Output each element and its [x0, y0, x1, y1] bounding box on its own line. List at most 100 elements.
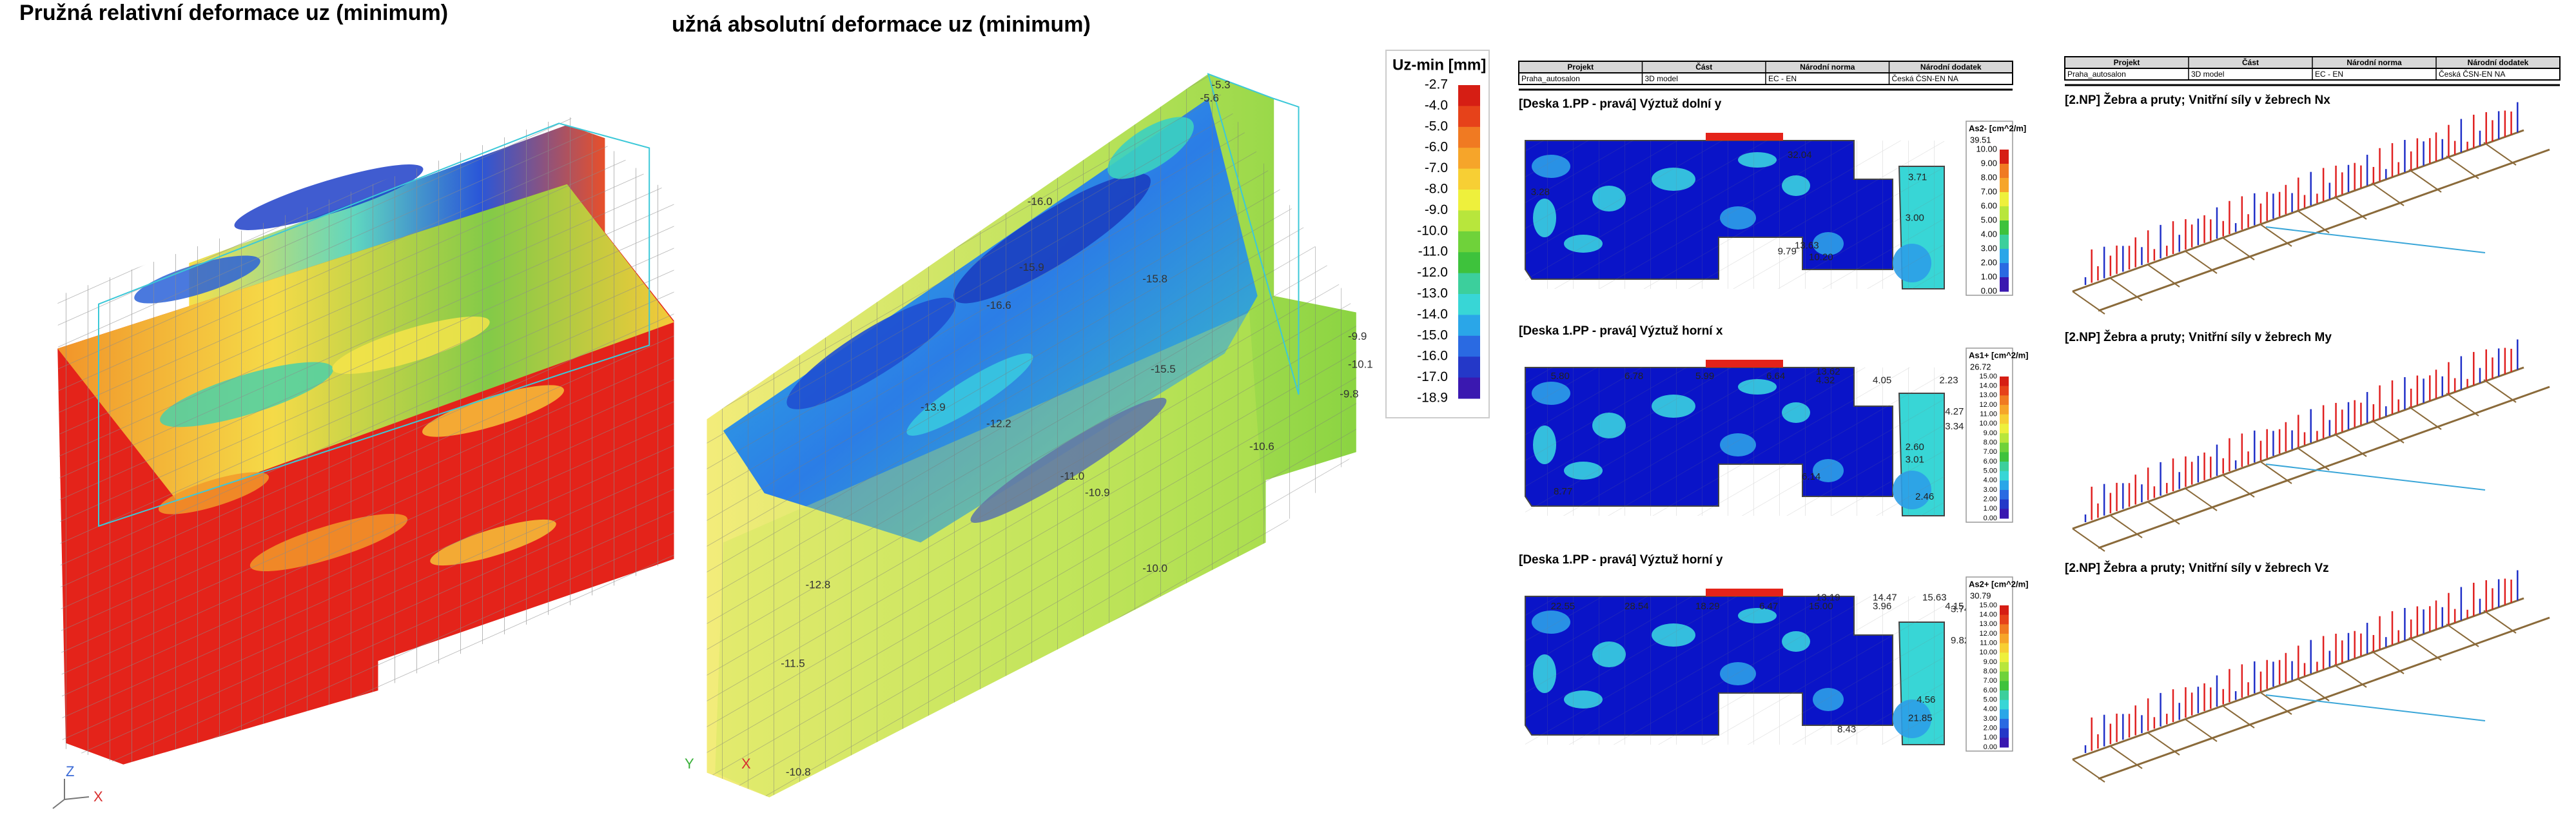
rib-member [2334, 433, 2367, 457]
plot-legend-swatch [2000, 424, 2009, 434]
reinforcement-value-label: 3.28 [1531, 186, 1550, 197]
reinforcement-value-label: 22.55 [1551, 601, 1576, 612]
reinforcement-value-label: 4.27 [1945, 406, 1964, 417]
reinforcement-value-label: 6.14 [1802, 471, 1820, 482]
reinforcement-value-label: 8.43 [1837, 724, 1856, 735]
legend-label: -18.9 [1417, 391, 1448, 406]
plot-legend-label: 2.00 [1981, 257, 1997, 267]
legend-title: Uz-min [mm] [1392, 56, 1486, 73]
plot-legend-label: 3.00 [1984, 486, 1997, 494]
rib-member [2221, 474, 2255, 498]
legend-label: -4.0 [1425, 98, 1448, 113]
contour-value-label: -15.5 [1151, 363, 1176, 375]
plot-legend-label: 14.00 [1979, 382, 1997, 390]
deformation-legend: Uz-min [mm] -2.7 -4.0 -5.0 -6.0 -7.0 -8.0 -9.0… [1385, 50, 1490, 418]
plot-legend-label: 14.00 [1979, 611, 1997, 619]
contour-value-label: -10.8 [786, 766, 811, 778]
plot-legend-swatch [2000, 643, 2009, 653]
plot-legend-label: 9.00 [1984, 658, 1997, 666]
plot-legend-label: 7.00 [1984, 448, 1997, 456]
rib-member [2259, 223, 2292, 247]
plot-legend-label: 0.00 [1981, 286, 1997, 295]
plot-legend-max: 39.51 [1970, 135, 1991, 144]
plot-legend-swatch [2000, 700, 2009, 710]
legend-swatch [1458, 357, 1480, 378]
reinforcement-value-label: 5.99 [1695, 371, 1714, 382]
rib-member [2109, 514, 2143, 538]
mesh-outline [1207, 73, 1300, 395]
contour-value-label: -9.8 [1340, 387, 1358, 400]
plot-legend-swatch [2000, 414, 2009, 424]
plot-legend-label: 4.00 [1981, 229, 1997, 239]
reinforcement-value-label: 2.23 [1939, 375, 1958, 386]
table-cell: Česká ČSN-EN NA [1892, 73, 1958, 83]
plot-legend-label: 10.00 [1979, 649, 1997, 656]
plot-legend-swatch [2000, 452, 2009, 462]
plot-legend-label: 5.00 [1984, 467, 1997, 475]
reinforcement-value-label: 6.47 [1759, 601, 1778, 612]
contour-value-label: -12.2 [986, 417, 1011, 429]
reinforcement-value-label: 15.63 [1922, 592, 1947, 603]
plot-legend-swatch [2000, 690, 2009, 701]
table-header: Národní dodatek [2468, 58, 2529, 67]
table-cell: Česká ČSN-EN NA [2439, 69, 2505, 79]
plot-legend-title: As2- [cm^2/m] [1969, 123, 2026, 133]
fe-model-relative [57, 115, 674, 765]
plot-legend-swatch [2000, 652, 2009, 663]
rib-member [2098, 148, 2550, 312]
table-cell: 3D model [1645, 74, 1678, 83]
contour-value-label: -15.9 [1019, 261, 1044, 273]
plot-title: [Deska 1.PP - pravá] Výztuž dolní y [1519, 97, 1722, 111]
axis-label: X [93, 788, 103, 805]
plot-legend-label: 8.00 [1984, 668, 1997, 676]
plot-legend-label: 4.00 [1984, 476, 1997, 484]
reinforcement-value-label: 21.85 [1908, 713, 1933, 724]
edge-strip [1706, 589, 1783, 596]
contour-value-label: -16.0 [1028, 195, 1053, 208]
rib-member [2408, 169, 2442, 193]
rib-member [2296, 447, 2330, 471]
legend-label: -2.7 [1425, 77, 1448, 92]
rib-member [2446, 155, 2479, 179]
plot-legend-label: 9.00 [1981, 158, 1997, 168]
plot-title: [Deska 1.PP - pravá] Výztuž horní x [1519, 324, 1723, 338]
reinforcement-value-label: 9.79 [1778, 246, 1797, 257]
legend-label: -9.0 [1425, 202, 1448, 217]
plot-legend-label: 15.00 [1979, 602, 1997, 609]
reinforcement-value-label: 9.82 [1951, 635, 1969, 646]
contour-value-label: -10.1 [1348, 358, 1373, 371]
plot-legend-label: 0.00 [1984, 514, 1997, 522]
rib-member [2072, 759, 2105, 783]
reinforcement-value-label: 2.60 [1906, 442, 1924, 453]
legend-label: -11.0 [1418, 244, 1448, 259]
panel-title: užná absolutní deformace uz (minimum) [672, 12, 1091, 37]
plot-legend-swatch [2000, 471, 2009, 481]
plot-legend-swatch [2000, 662, 2009, 672]
table-header: Projekt [1567, 63, 1594, 72]
contour-value-label: -10.9 [1085, 486, 1110, 498]
rib-member [2147, 264, 2180, 288]
table-header: Část [2242, 57, 2259, 67]
contour-value-label: -15.8 [1142, 273, 1167, 285]
rib-member [2265, 226, 2486, 253]
plot-legend-label: 15.00 [1979, 373, 1997, 380]
plot-title: [2.NP] Žebra a pruty; Vnitřní síly v žeb… [2065, 561, 2329, 575]
table-cell: Praha_autosalon [2067, 70, 2126, 79]
plot-legend-swatch [2000, 178, 2009, 193]
reinforcement-value-label: 4.15 [1945, 601, 1964, 612]
legend-swatch [1458, 148, 1480, 170]
fe-model-absolute: -5.3-5.6 -16.0 -15.9 -15.8 -16.6 -15.5 -13.9 -1… [707, 73, 1373, 798]
axis-triad [52, 779, 90, 809]
rib-member [2371, 420, 2405, 444]
reinforcement-value-label: 4.05 [1873, 375, 1891, 386]
plot-legend-label: 6.00 [1981, 201, 1997, 210]
rib-member [2098, 616, 2550, 780]
axis-label: Z [66, 763, 74, 779]
axis-label: X [741, 756, 751, 772]
plot-legend-swatch [2000, 462, 2009, 472]
panel-title: Pružná relativní deformace uz (minimum) [19, 1, 448, 25]
plot-legend-swatch [2000, 405, 2009, 415]
plot-legend-swatch [2000, 634, 2009, 644]
plot-legend-swatch [2000, 150, 2009, 164]
reinforcement-value-label: 3.01 [1906, 455, 1924, 465]
